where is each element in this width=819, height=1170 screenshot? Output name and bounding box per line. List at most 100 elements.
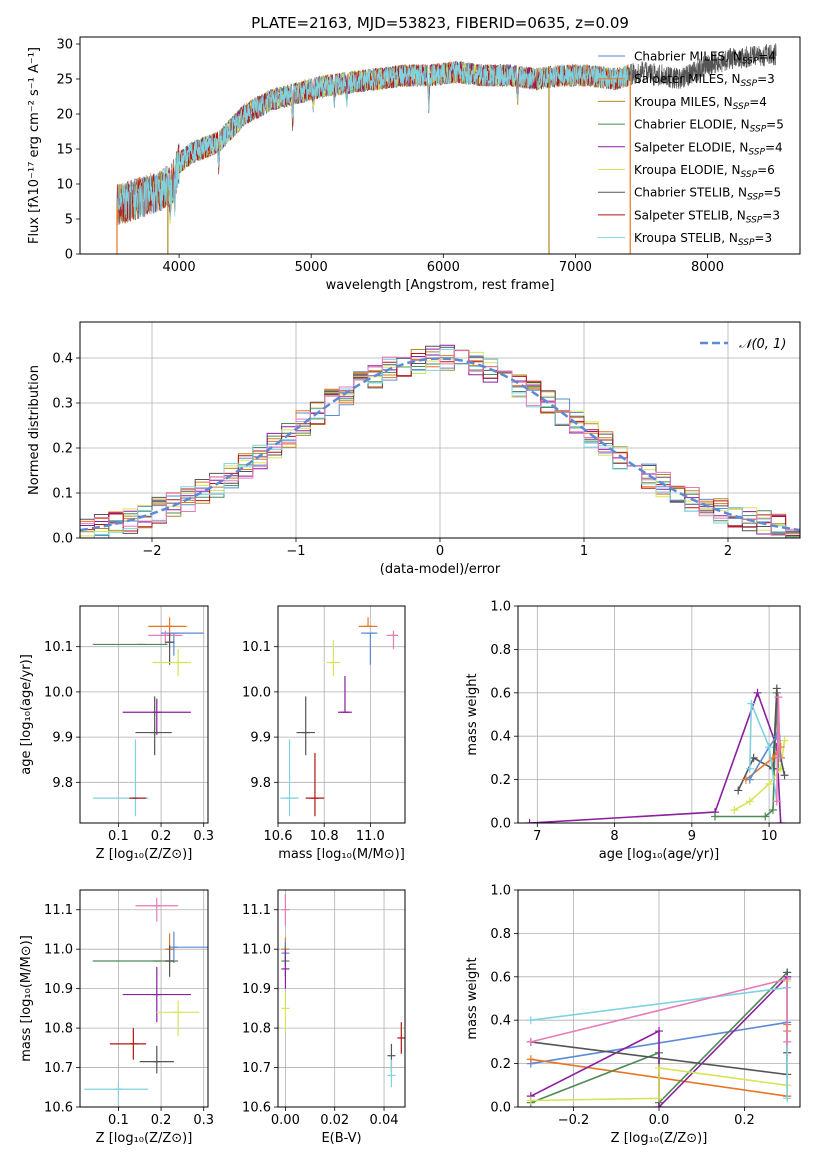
weight-marker [761,812,770,821]
data-point [156,1000,200,1036]
y-tick-label: 9.8 [250,776,271,791]
y-tick-label: 10.8 [242,1022,271,1037]
x-tick-label: 9 [688,829,696,844]
weight-marker [745,775,754,784]
weight-marker [655,1063,663,1072]
data-point [280,739,299,817]
x-axis-label: Z [log₁₀(Z/Z⊙)] [611,1131,708,1146]
x-tick-label: 0.00 [271,1113,300,1128]
legend-label: 𝒩(0, 1) [739,337,786,352]
x-tick-label: 4000 [163,260,196,275]
weight-series [529,690,782,823]
y-axis-label: Normed distribution [27,365,42,495]
weight-marker [765,779,774,788]
y-tick-label: 0.3 [52,397,73,412]
data-point [358,617,378,627]
data-point [361,632,378,665]
weight-marker [711,812,720,821]
data-point [109,1028,147,1060]
x-axis-label: Z [log₁₀(Z/Z⊙)] [96,1131,193,1146]
y-tick-label: 0.8 [490,927,511,942]
data-point [326,639,341,677]
x-axis-label: E(B-V) [321,1131,361,1146]
data-point [338,676,352,713]
y-axis-label: Flux [fλ10⁻¹⁷ erg cm⁻² s⁻¹ A⁻¹] [27,47,42,244]
y-tick-label: 30 [56,38,73,53]
weight-marker [783,1037,792,1046]
x-tick-label: 1 [580,544,588,559]
y-axis-label: mass [log₁₀(M/M⊙)] [19,935,34,1062]
y-tick-label: 11.1 [242,903,271,918]
y-axis-label: mass weight [465,957,480,1039]
y-tick-label: 0.6 [490,970,511,985]
data-point [387,1059,396,1088]
weight-marker [747,699,756,708]
weight-marker [526,1096,535,1105]
legend-label: Salpeter STELIB, NSSP=3 [634,208,780,225]
weight-marker [783,974,792,983]
y-tick-label: 10.0 [242,685,271,700]
y-tick-label: 0.0 [52,532,73,547]
y-tick-label: 1.0 [490,600,511,615]
x-axis-label: mass [log₁₀(M/M⊙)] [278,847,405,862]
y-tick-label: 0.6 [490,686,511,701]
weight-marker [775,753,784,762]
y-tick-label: 10.9 [242,982,271,997]
weight-marker [753,688,762,697]
spectrum-trace [116,61,629,222]
x-axis-label: Z [log₁₀(Z/Z⊙)] [96,847,193,862]
axes-frame [79,321,801,539]
y-tick-label: 20 [56,108,73,123]
weight-series [749,703,778,802]
y-tick-label: 0.2 [52,442,73,457]
y-tick-label: 10 [56,178,73,193]
x-tick-label: 8000 [691,260,724,275]
y-axis-label: age [log₁₀(age/yr)] [19,654,34,775]
panel-mass_vs_Z: 0.1 0.2 0.3 10.6 10.7 10.8 10.9 11.0 11.1 Z [log₁… [19,889,214,1146]
axes-frame [277,605,406,824]
axes-frame [517,605,801,824]
axes-frame [277,889,406,1108]
data-point [152,648,191,677]
data-point [169,931,208,963]
y-tick-label: 10.1 [242,640,271,655]
x-tick-label: 8 [610,829,618,844]
y-tick-label: 25 [56,73,73,88]
x-tick-label: 0.02 [320,1113,349,1128]
panel-age_vs_mass: 10.6 10.8 11.0 9.8 9.9 10.0 10.1 mass [log₁₀(M/… [242,605,406,862]
x-tick-label: 6000 [427,260,460,275]
x-tick-label: 0.3 [193,829,214,844]
weight-marker [655,1027,663,1036]
data-point [92,739,149,817]
y-tick-label: 9.9 [52,731,73,746]
x-tick-label: 0.2 [151,1113,172,1128]
y-tick-label: 0.1 [52,487,73,502]
y-tick-label: 5 [65,213,73,228]
data-point [397,1022,405,1054]
residual-histogram [80,350,800,536]
data-point [281,949,290,989]
y-tick-label: 11.0 [44,943,73,958]
weight-marker [745,797,754,806]
x-tick-label: 5000 [295,260,328,275]
weight-marker [780,736,789,745]
x-tick-label: 0.3 [193,1113,214,1128]
panel-residuals: −2 −1 0 1 2 0.0 0.1 0.2 0.3 0.4 (data-model)/error… [27,321,801,577]
data-point [165,945,174,977]
y-tick-label: 9.9 [250,731,271,746]
data-point [165,633,174,665]
x-tick-label: 0.1 [108,829,129,844]
legend-label: Chabrier STELIB, NSSP=5 [634,186,781,203]
y-tick-label: 9.8 [52,776,73,791]
weight-marker [745,764,754,773]
panel-mass_weight_vs_Z: −0.2 0.0 0.2 0.0 0.2 0.4 0.6 0.8 1.0 Z [log₁₀(Z/Z… [465,884,801,1146]
panel-mass_weight_vs_age: 7 8 9 10 0.0 0.2 0.4 0.6 0.8 1.0 age [log₁₀(age/yr… [465,600,801,862]
data-point [135,897,179,922]
panel-spectrum: 4000 5000 6000 7000 8000 0 5 10 15 20 25 30 waveleng… [27,36,801,293]
data-point [122,966,191,1023]
legend-label: Kroupa ELODIE, NSSP=6 [634,163,775,180]
x-tick-label: 0.04 [370,1113,399,1128]
axes-frame [79,605,209,824]
y-tick-label: 15 [56,143,73,158]
